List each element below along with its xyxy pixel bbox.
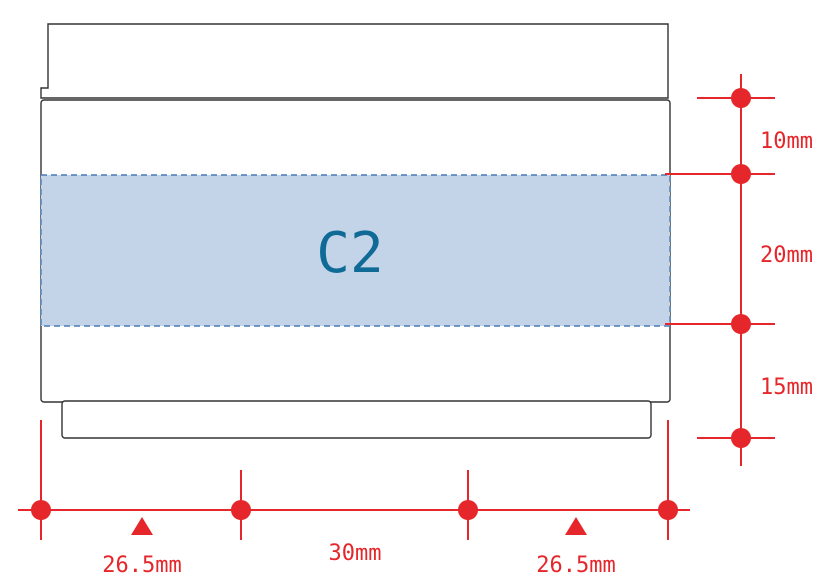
up-triangle-icon [131, 517, 153, 535]
horizontal-dim-label: 26.5mm [102, 553, 181, 577]
vertical-dim-label: 10mm [760, 129, 813, 154]
base-outline [61, 400, 652, 439]
dim-point [231, 500, 251, 520]
dim-point [731, 164, 751, 184]
zone-label: C2 [316, 221, 383, 286]
vertical-dim-label: 20mm [760, 243, 813, 268]
vertical-dim-label: 15mm [760, 375, 813, 400]
dim-point [31, 500, 51, 520]
up-triangle-icon [565, 517, 587, 535]
horizontal-dim-label: 30mm [329, 541, 382, 566]
print-zone [40, 174, 671, 327]
dim-point [458, 500, 478, 520]
dim-point [731, 314, 751, 334]
lid-outline [40, 23, 669, 99]
horizontal-dimension: 26.5mm 30mm 26.5mm [18, 420, 690, 577]
vertical-dimension: 10mm 20mm 15mm [665, 74, 813, 466]
dim-point [731, 88, 751, 108]
horizontal-dim-label: 26.5mm [536, 553, 615, 577]
dim-point [658, 500, 678, 520]
dim-point [731, 428, 751, 448]
